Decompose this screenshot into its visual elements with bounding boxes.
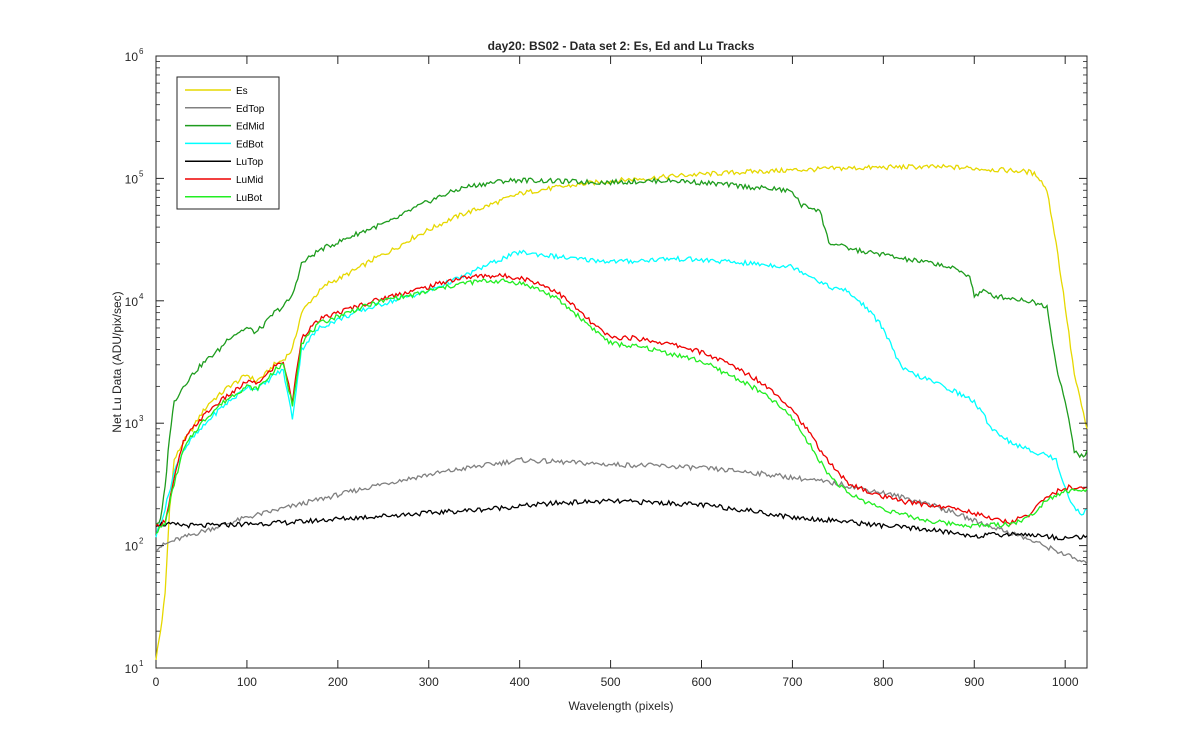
x-tick-label: 700	[782, 675, 802, 689]
series-line-lumid	[155, 272, 1088, 528]
axes-box	[155, 55, 1088, 669]
x-axis-label: Wavelength (pixels)	[569, 699, 674, 713]
y-tick-label-exponent: 2	[139, 537, 144, 546]
legend-label-lumid: LuMid	[236, 175, 263, 186]
x-tick-label: 0	[153, 675, 160, 689]
x-tick-label: 600	[691, 675, 711, 689]
y-tick-label-base: 10	[125, 295, 139, 309]
legend-label-edtop: EdTop	[236, 104, 265, 115]
legend-label-edbot: EdBot	[236, 139, 263, 150]
x-tick-label: 500	[601, 675, 621, 689]
y-tick-label-exponent: 5	[139, 169, 144, 178]
x-tick-label: 1000	[1052, 675, 1079, 689]
x-tick-label: 400	[510, 675, 530, 689]
y-tick-label-exponent: 4	[139, 292, 144, 301]
series-line-lubot	[155, 278, 1088, 535]
y-tick-label-base: 10	[125, 417, 139, 431]
y-tick-label-exponent: 3	[139, 414, 144, 423]
y-tick-label-exponent: 1	[139, 659, 144, 668]
series-line-es	[155, 163, 1088, 660]
y-tick-label-base: 10	[125, 662, 139, 676]
x-tick-label: 900	[964, 675, 984, 689]
x-tick-label: 100	[237, 675, 257, 689]
y-tick-label-base: 10	[125, 540, 139, 554]
series-line-lutop	[155, 497, 1088, 541]
series-line-edbot	[155, 249, 1088, 538]
legend-label-lubot: LuBot	[236, 193, 262, 204]
y-tick-label-exponent: 6	[139, 47, 144, 56]
chart-title: day20: BS02 - Data set 2: Es, Ed and Lu …	[488, 39, 755, 53]
x-tick-label: 800	[873, 675, 893, 689]
y-tick-label-base: 10	[125, 172, 139, 186]
legend: Es EdTop EdMid EdBot LuTop LuMid LuBot	[176, 76, 280, 210]
y-tick-label-base: 10	[125, 50, 139, 64]
legend-label-es: Es	[236, 86, 248, 97]
y-axis-label: Net Lu Data (ADU/pix/sec)	[110, 291, 124, 432]
x-tick-label: 200	[328, 675, 348, 689]
legend-label-edmid: EdMid	[236, 122, 264, 133]
legend-label-lutop: LuTop	[236, 157, 264, 168]
series-group	[155, 163, 1088, 660]
x-tick-label: 300	[419, 675, 439, 689]
series-line-edmid	[155, 176, 1088, 526]
